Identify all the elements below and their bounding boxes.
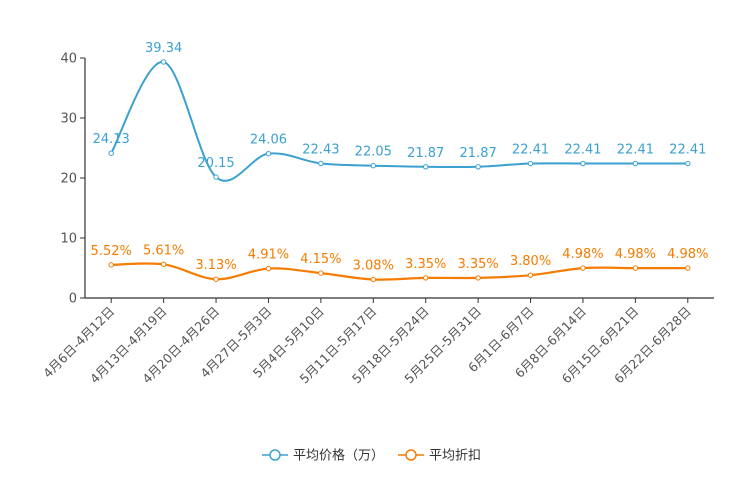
y-tick-label: 0 — [69, 292, 77, 307]
data-label: 22.05 — [355, 145, 392, 160]
data-point — [475, 275, 481, 281]
data-label: 21.87 — [407, 146, 444, 161]
legend-label: 平均价格（万） — [293, 448, 384, 464]
data-label: 3.35% — [457, 257, 498, 272]
data-label: 20.15 — [197, 156, 234, 171]
data-point — [265, 150, 272, 157]
data-label: 3.13% — [195, 258, 236, 273]
data-point — [108, 262, 114, 268]
legend-item-1: 平均价格（万） — [262, 448, 384, 464]
data-label: 22.41 — [564, 143, 601, 158]
data-point — [527, 160, 534, 167]
series-layer: 24.13 39.34 20.15 24.06 22.43 22.05 21.87 21.87… — [91, 41, 708, 283]
series-2: 5.52% 5.61% 3.13% 4.91% 4.15% 3.08% 3.35% 3.35%… — [91, 243, 708, 283]
legend-marker — [269, 449, 281, 461]
data-point — [580, 160, 586, 167]
data-point — [318, 160, 324, 167]
data-label: 24.06 — [250, 133, 287, 148]
data-point — [685, 160, 691, 167]
data-label: 4.91% — [248, 248, 289, 263]
data-label: 3.08% — [353, 259, 394, 274]
data-label: 4.98% — [667, 247, 708, 262]
y-tick-label: 40 — [60, 52, 77, 67]
data-point — [580, 265, 586, 271]
data-label: 3.35% — [405, 257, 446, 272]
data-label: 4.15% — [300, 252, 341, 267]
series-1: 24.13 39.34 20.15 24.06 22.43 22.05 21.87 21.87… — [93, 41, 706, 182]
data-label: 5.61% — [143, 243, 184, 258]
y-tick-label: 20 — [60, 172, 77, 187]
data-label: 22.41 — [512, 143, 549, 158]
data-point — [370, 163, 376, 169]
data-point — [108, 150, 114, 156]
data-label: 4.98% — [562, 247, 603, 262]
data-label: 22.41 — [669, 143, 706, 158]
data-point — [632, 160, 639, 167]
data-point — [318, 270, 324, 276]
data-point — [160, 59, 167, 65]
data-label: 5.52% — [91, 244, 132, 259]
series-line — [111, 262, 688, 281]
data-point — [632, 265, 639, 271]
legend-marker — [405, 449, 417, 461]
data-label: 3.80% — [510, 254, 551, 269]
data-point — [213, 276, 219, 282]
axes: 0102030404月6日-4月12日4月13日-4月19日4月20日-4月26… — [40, 52, 714, 386]
legend-item-2: 平均折扣 — [398, 449, 481, 464]
y-tick-label: 30 — [60, 112, 77, 127]
data-point — [160, 261, 167, 268]
data-point — [213, 174, 219, 180]
data-point — [423, 164, 429, 170]
data-label: 22.43 — [302, 142, 339, 157]
data-point — [475, 164, 481, 170]
data-point — [370, 276, 376, 283]
data-label: 4.98% — [615, 247, 656, 262]
data-point — [685, 265, 691, 271]
data-label: 39.34 — [145, 41, 182, 56]
data-label: 21.87 — [460, 146, 497, 161]
data-label: 24.13 — [93, 132, 130, 147]
y-tick-label: 10 — [60, 232, 77, 247]
data-label: 22.41 — [617, 143, 654, 158]
data-point — [265, 265, 272, 272]
legend: 平均价格（万） 平均折扣 — [262, 448, 481, 464]
legend-label: 平均折扣 — [429, 449, 481, 464]
data-point — [527, 272, 534, 278]
data-point — [423, 275, 429, 281]
